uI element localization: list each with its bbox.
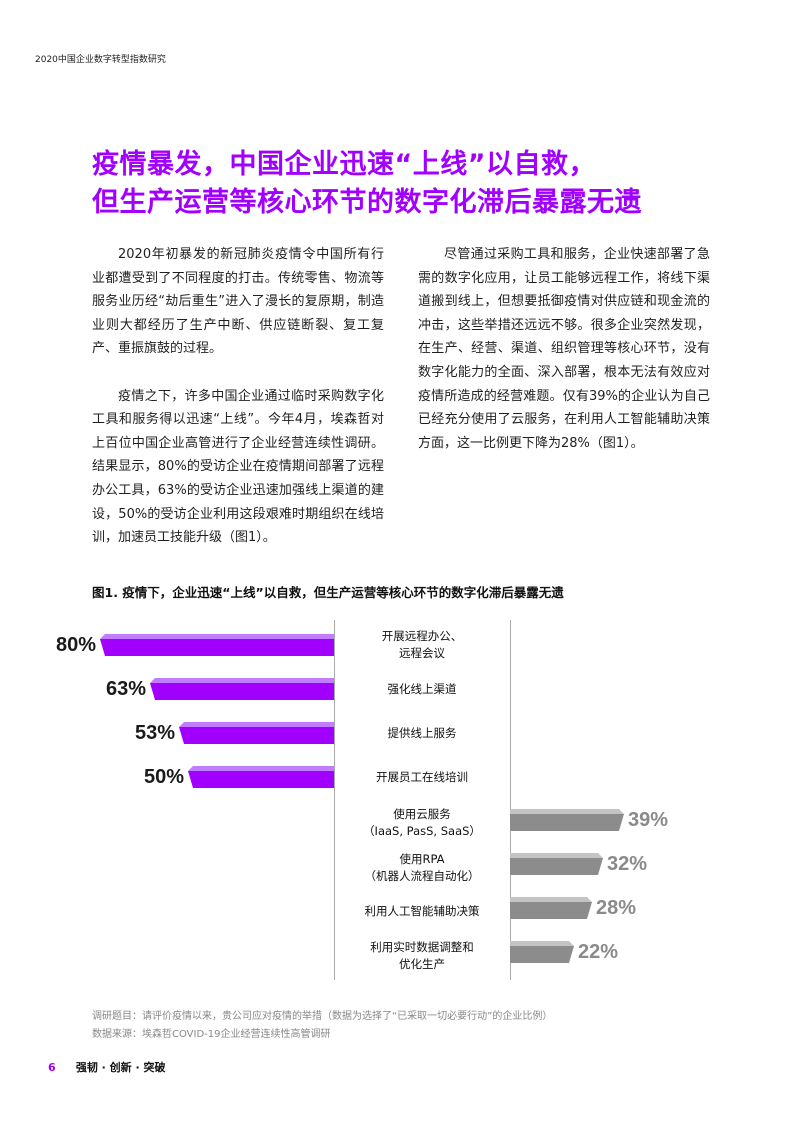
category-label: 开展远程办公、 远程会议	[381, 629, 463, 660]
left-text-column: 2020年初暴发的新冠肺炎疫情令中国所有行业都遭受到了不同程度的打击。传统零售、…	[92, 243, 384, 573]
value-label: 50%	[143, 766, 184, 788]
bar-rpa	[510, 853, 603, 875]
value-label: 32%	[607, 853, 648, 875]
bar-top-face	[510, 853, 603, 858]
bar-front-face	[510, 814, 624, 831]
survey-question-note: 调研题目：请评价疫情以来，贵公司应对疫情的举措（数据为选择了“已采取一切必要行动…	[92, 1011, 553, 1022]
category-label: 提供线上服务	[387, 726, 457, 740]
bar-top-face	[188, 766, 334, 771]
bar-front-face	[510, 946, 574, 963]
bar-top-face	[510, 897, 592, 902]
bar-top-face	[510, 941, 574, 946]
bar-front-face	[150, 683, 334, 700]
page-title: 疫情暴发，中国企业迅速“上线”以自救， 但生产运营等核心环节的数字化滞后暴露无遗	[92, 146, 642, 222]
bar-online-channels	[150, 678, 334, 700]
category-label: 使用RPA （机器人流程自动化）	[364, 852, 480, 883]
body-paragraph: 2020年初暴发的新冠肺炎疫情令中国所有行业都遭受到了不同程度的打击。传统零售、…	[92, 247, 384, 357]
right-axis-line	[510, 620, 511, 980]
value-label: 39%	[628, 809, 669, 831]
body-paragraph: 尽管通过采购工具和服务，企业快速部署了急需的数字化应用，让员工能够远程工作，将线…	[418, 247, 710, 451]
bar-ai-decision	[510, 897, 592, 919]
bar-front-face	[188, 771, 334, 788]
page-title-line-2: 但生产运营等核心环节的数字化滞后暴露无遗	[92, 187, 642, 218]
value-label: 53%	[134, 722, 175, 744]
bar-top-face	[510, 809, 624, 814]
category-label: 强化线上渠道	[387, 682, 457, 696]
figure-title: 图1. 疫情下，企业迅速“上线”以自救，但生产运营等核心环节的数字化滞后暴露无遗	[92, 585, 564, 600]
body-paragraph: 疫情之下，许多中国企业通过临时采购数字化工具和服务得以迅速“上线”。今年4月，埃…	[92, 388, 384, 546]
figure-notes: 调研题目：请评价疫情以来，贵公司应对疫情的举措（数据为选择了“已采取一切必要行动…	[92, 1008, 552, 1044]
bar-front-face	[510, 858, 603, 875]
bar-remote-office	[100, 634, 334, 656]
page-footer: 6 强韧 · 创新 · 突破	[48, 1059, 166, 1075]
category-label: 使用云服务 （IaaS, PasS, SaaS）	[363, 807, 481, 838]
data-source-note: 数据来源：埃森哲COVID-19企业经营连续性高管调研	[92, 1029, 331, 1040]
bar-online-services	[179, 722, 334, 744]
bar-front-face	[179, 727, 334, 744]
bar-front-face	[510, 902, 592, 919]
right-text-column: 尽管通过采购工具和服务，企业快速部署了急需的数字化应用，让员工能够远程工作，将线…	[418, 243, 710, 479]
value-label: 22%	[578, 941, 619, 963]
page-title-line-1: 疫情暴发，中国企业迅速“上线”以自救，	[92, 149, 596, 180]
value-label: 80%	[55, 634, 96, 656]
bar-online-training	[188, 766, 334, 788]
value-label: 63%	[105, 678, 146, 700]
category-label: 利用实时数据调整和 优化生产	[370, 940, 474, 971]
bar-top-face	[100, 634, 334, 639]
bar-cloud-services	[510, 809, 624, 831]
page-number: 6	[48, 1061, 56, 1074]
bar-top-face	[150, 678, 334, 683]
running-header: 2020中国企业数字转型指数研究	[35, 55, 166, 65]
bar-front-face	[100, 639, 334, 656]
footer-tagline: 强韧 · 创新 · 突破	[75, 1061, 166, 1074]
category-label: 利用人工智能辅助决策	[364, 904, 480, 918]
bar-realtime-data	[510, 941, 574, 963]
category-label: 开展员工在线培训	[376, 770, 468, 784]
bar-top-face	[179, 722, 334, 727]
value-label: 28%	[596, 897, 637, 919]
left-axis-line	[334, 620, 335, 980]
